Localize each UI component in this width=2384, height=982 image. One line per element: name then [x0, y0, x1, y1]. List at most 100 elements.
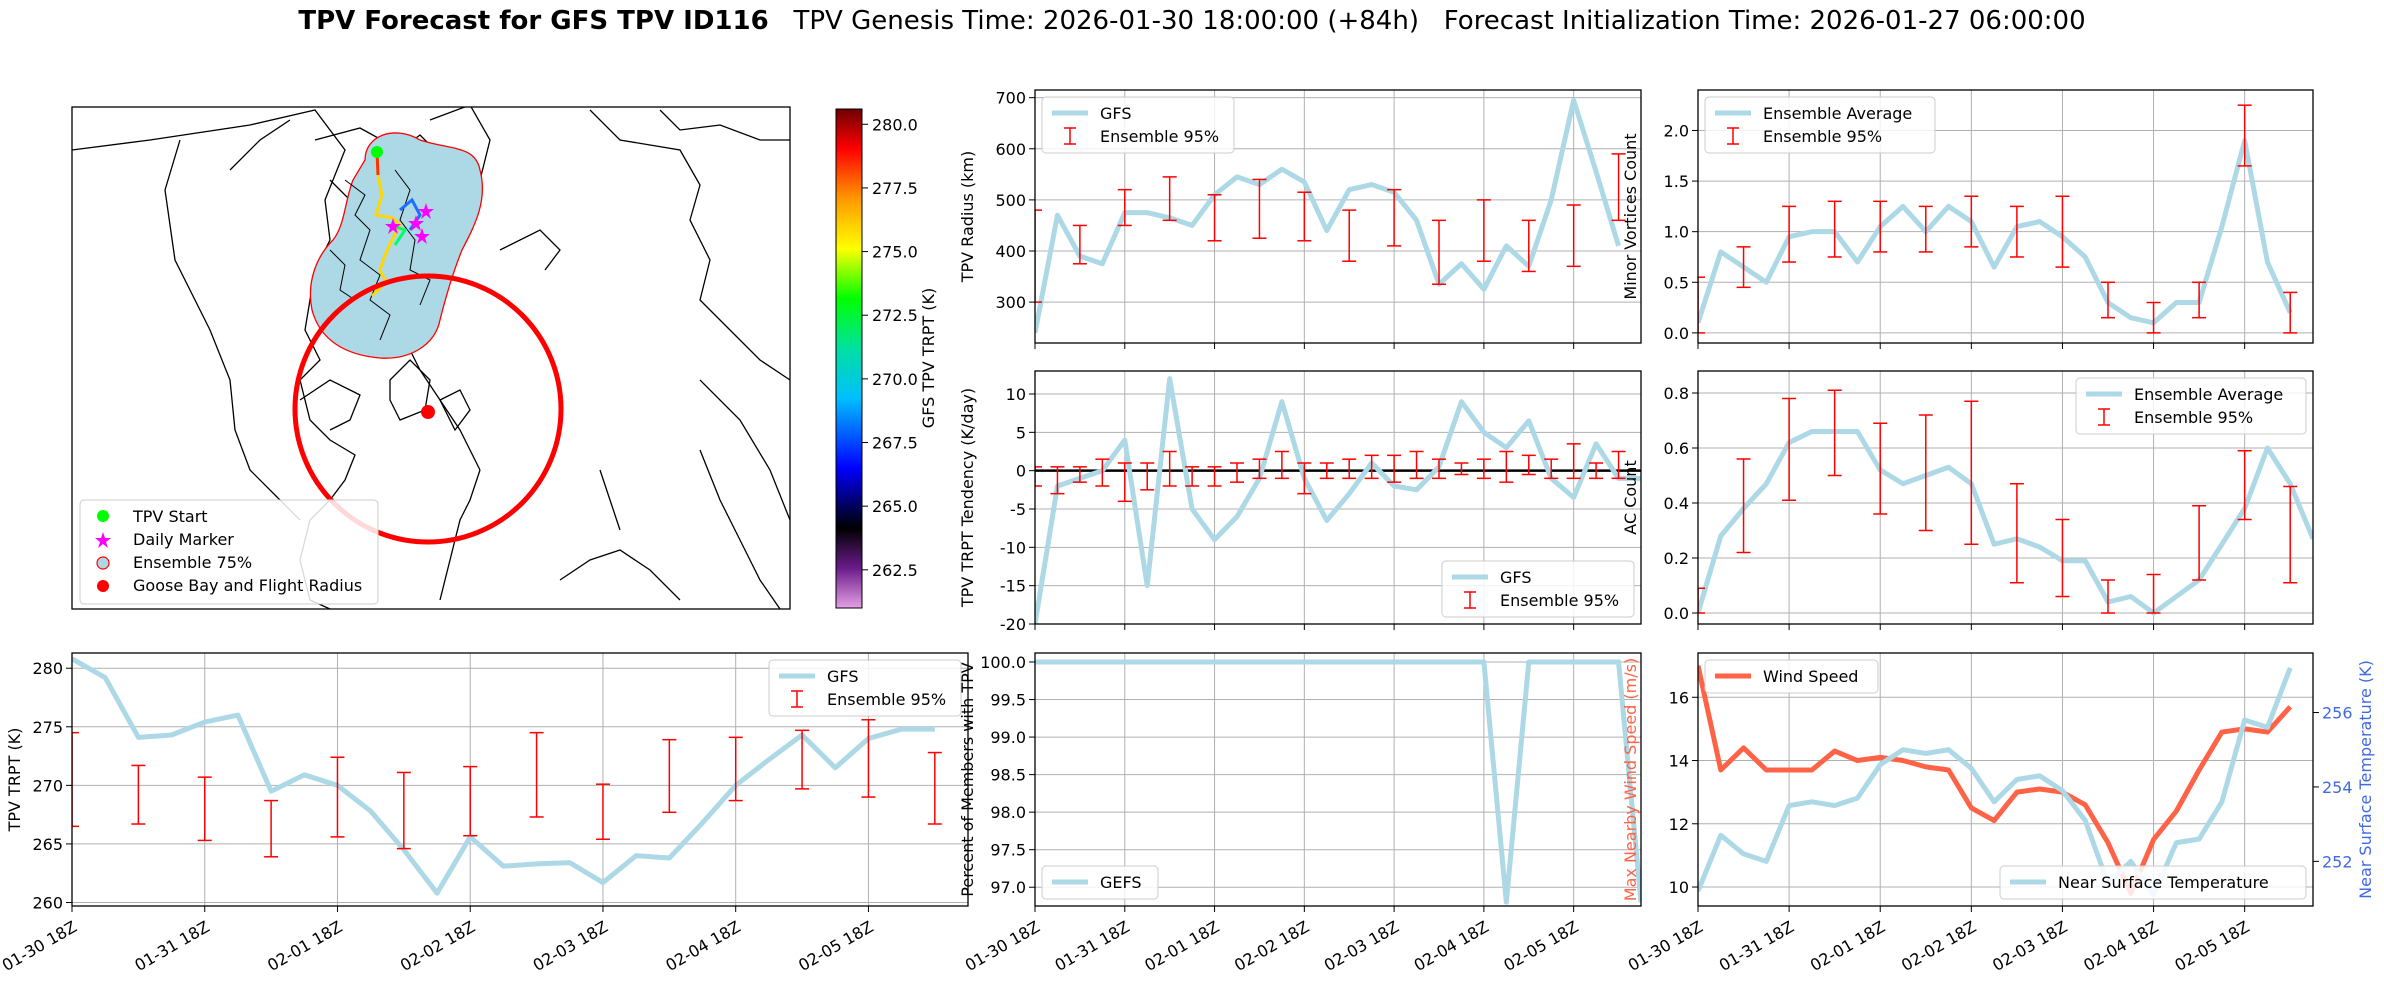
- errorbar: [1782, 397, 1797, 501]
- errorbar: [1964, 400, 1979, 545]
- errorbar: [1521, 454, 1536, 476]
- plot-area: [1698, 665, 2293, 898]
- xtick-label: 02-05 18Z: [2171, 917, 2252, 975]
- errorbar: [529, 731, 544, 818]
- legend-label: GFS: [827, 667, 858, 686]
- xtick-label: 02-04 18Z: [2080, 917, 2161, 975]
- errorbar: [72, 731, 79, 828]
- errorbar: [1698, 587, 1705, 614]
- plot-area: [72, 656, 942, 896]
- legend: Ensemble Average Ensemble 95%: [1704, 96, 1936, 154]
- errorbar: [662, 738, 677, 814]
- ytick-label: 600: [995, 140, 1026, 159]
- errorbar: [1162, 176, 1177, 222]
- chart-radius: 300 400 500 600 700 TPV Radius (km) GFS Ensembl…: [958, 89, 1642, 349]
- errorbar: [330, 756, 345, 838]
- errorbar: [1476, 199, 1491, 262]
- xtick-label: 02-03 18Z: [1989, 917, 2070, 975]
- errorbar: [2146, 573, 2161, 614]
- ytick-label: 0.4: [1664, 494, 1689, 513]
- axes-frame: [1034, 652, 1642, 907]
- xtick-label: 02-01 18Z: [1141, 917, 1222, 975]
- errorbar: [2055, 195, 2070, 268]
- legend-label: Ensemble 95%: [827, 690, 946, 709]
- plot-area: [1035, 97, 1626, 334]
- ytick-label: 270: [32, 776, 63, 795]
- errorbar: [1409, 450, 1424, 480]
- xtick-label: 02-05 18Z: [1500, 917, 1581, 975]
- chart-tendency: -20 -15 -10 -5 0 5 10 TPV TRPT Tendency (K/day)…: [958, 370, 1642, 634]
- ytick-label: 99.0: [990, 728, 1026, 747]
- errorbar: [595, 783, 610, 840]
- plot-area: [1035, 376, 1641, 624]
- errorbar: [1050, 466, 1065, 495]
- errorbar: [1827, 200, 1842, 258]
- ytick-label: 16: [1669, 688, 1689, 707]
- ytick-label: 275: [32, 718, 63, 737]
- errorbar: [1827, 389, 1842, 477]
- ytick-right-label: 256: [2322, 704, 2353, 723]
- legend-label: Ensemble Average: [1763, 104, 1912, 123]
- errorbar: [795, 729, 810, 790]
- xtick-label: 02-02 18Z: [1231, 917, 1312, 975]
- errorbar: [1873, 422, 1888, 515]
- ytick-label: 0.2: [1664, 549, 1689, 568]
- errorbar: [1432, 219, 1446, 285]
- xtick-label: 02-01 18Z: [264, 917, 345, 975]
- errorbar: [2192, 281, 2207, 319]
- xtick-label: 01-31 18Z: [1051, 917, 1132, 975]
- errorbar: [1274, 450, 1289, 480]
- errorbar: [264, 799, 279, 858]
- xtick-label: 01-30 18Z: [0, 917, 80, 975]
- legend-box: [1041, 865, 1159, 900]
- errorbar: [1297, 462, 1312, 495]
- chart-percent: 97.0 97.5 98.0 98.5 99.0 99.5 100.0 01-30 18Z 01…: [958, 652, 1642, 975]
- y-axis-label: AC Count: [1621, 460, 1640, 534]
- series-line: [1698, 666, 2293, 898]
- errorbar: [2101, 579, 2115, 614]
- xtick-label: 01-30 18Z: [1625, 917, 1706, 975]
- ytick-label: 400: [995, 242, 1026, 261]
- errorbar: [861, 719, 876, 798]
- series-line: [1035, 659, 1641, 905]
- xtick-label: 02-04 18Z: [1411, 917, 1492, 975]
- xtick-label: 02-03 18Z: [530, 917, 611, 975]
- errorbar: [2283, 485, 2298, 584]
- errorbar: [131, 764, 146, 825]
- legend-box: [1441, 560, 1635, 618]
- errorbar: [1964, 195, 1979, 248]
- axes-frame: [1034, 370, 1642, 625]
- xtick-label: 02-04 18Z: [662, 917, 743, 975]
- xtick-label: 01-31 18Z: [1716, 917, 1797, 975]
- ytick-label: 0.5: [1664, 273, 1689, 292]
- axes-frame: [1697, 652, 2314, 907]
- ytick-label: -20: [1000, 615, 1026, 634]
- series-line: [1035, 376, 1641, 624]
- legend-box: [1041, 96, 1235, 154]
- errorbar: [2237, 450, 2252, 521]
- errorbar: [1736, 458, 1751, 554]
- legend-box: [1704, 659, 1879, 694]
- ytick-label: 1.0: [1664, 223, 1689, 242]
- errorbar: [1035, 209, 1042, 303]
- errorbar: [1095, 458, 1110, 487]
- ytick-label: 97.0: [990, 878, 1026, 897]
- ytick-label: 12: [1669, 815, 1689, 834]
- legend-box: [2075, 377, 2307, 435]
- ytick-label: 14: [1669, 752, 1689, 771]
- errorbar: [1342, 458, 1357, 480]
- errorbar: [1117, 462, 1132, 503]
- errorbar: [1736, 246, 1751, 289]
- ytick-label: 700: [995, 89, 1026, 108]
- figure-title-bold: TPV Forecast for GFS TPV ID116: [298, 6, 769, 36]
- chart-minor: 0.0 0.5 1.0 1.5 2.0 Minor Vortices Count Ensem…: [1621, 89, 2314, 349]
- errorbar: [2192, 505, 2207, 581]
- axes-frame: [1697, 89, 2314, 344]
- errorbar: [1782, 205, 1797, 263]
- errorbar: [1252, 458, 1267, 480]
- ytick-label: 0.6: [1664, 439, 1689, 458]
- y-axis-label: Minor Vortices Count: [1621, 133, 1640, 299]
- y-axis-label: TPV TRPT Tendency (K/day): [958, 388, 977, 608]
- ytick-label: -10: [1000, 538, 1026, 557]
